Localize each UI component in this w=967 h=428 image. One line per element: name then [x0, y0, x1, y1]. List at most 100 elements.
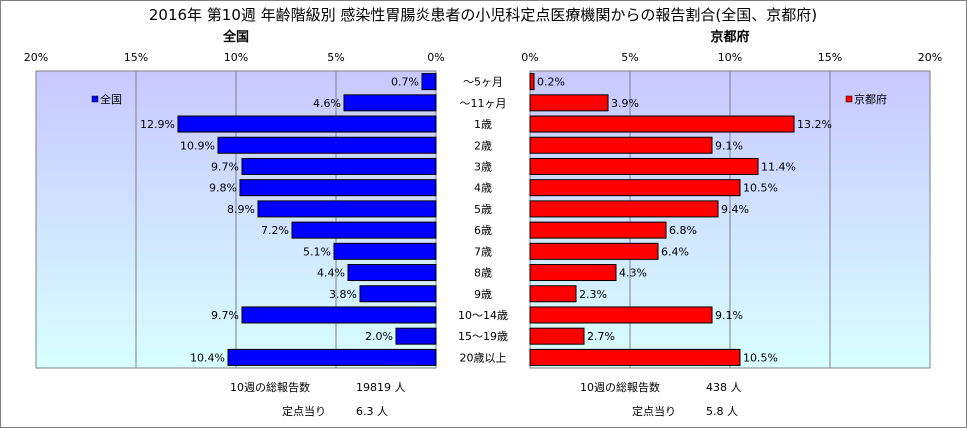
- national-value-label: 9.7%: [211, 309, 239, 322]
- national-per-value: 6.3 人: [356, 405, 388, 418]
- kyoto-chart-title: 京都府: [710, 29, 749, 45]
- kyoto-tick-label: 20%: [918, 51, 942, 64]
- national-total-value: 19819 人: [356, 381, 406, 394]
- kyoto-bar: [529, 179, 741, 197]
- kyoto-total-label: 10週の総報告数: [580, 380, 660, 394]
- national-bar: [343, 94, 437, 112]
- category-label: 5歳: [474, 203, 492, 216]
- kyoto-value-label: 11.4%: [761, 160, 796, 173]
- kyoto-tick-label: 0%: [521, 51, 538, 64]
- kyoto-value-label: 6.8%: [669, 224, 697, 237]
- national-tick-labels: 20% 15% 10% 5% 0%: [24, 51, 445, 64]
- category-label: 7歳: [474, 245, 492, 258]
- category-label: 10～14歳: [458, 309, 508, 322]
- category-label: 2歳: [474, 139, 492, 152]
- national-per-label: 定点当り: [282, 404, 326, 418]
- national-bar: [421, 73, 437, 91]
- category-label: ～5ヶ月: [463, 76, 503, 89]
- kyoto-tick-label: 15%: [818, 51, 842, 64]
- national-legend-label: 全国: [100, 92, 122, 106]
- national-bar: [359, 285, 437, 303]
- kyoto-tick-labels: 0% 5% 10% 15% 20%: [521, 51, 942, 64]
- kyoto-legend-swatch: [845, 95, 853, 103]
- national-bar: [241, 306, 437, 324]
- kyoto-bars: 0.2% 3.9% 13.2% 9.1% 11.4% 10.5% 9.4% 6.8% 6.4% 4…: [529, 73, 832, 366]
- national-tick-label: 0%: [427, 51, 444, 64]
- national-value-label: 10.4%: [190, 351, 225, 364]
- national-tick-label: 20%: [24, 51, 48, 64]
- national-value-label: 2.0%: [365, 330, 393, 343]
- national-value-label: 10.9%: [180, 139, 215, 152]
- category-labels: ～5ヶ月 ～11ヶ月 1歳 2歳 3歳 4歳 5歳 6歳 7歳 8歳 9歳 10～14歳 15～19歳 2…: [458, 76, 508, 365]
- kyoto-bar: [529, 348, 741, 366]
- category-label: ～11ヶ月: [460, 97, 507, 110]
- national-value-label: 5.1%: [303, 245, 331, 258]
- national-bars: 0.7% 4.6% 12.9% 10.9% 9.7% 9.8% 8.9% 7.2% 5.1% 4.…: [140, 73, 437, 366]
- category-label: 1歳: [474, 118, 492, 131]
- kyoto-legend: 京都府: [845, 92, 887, 106]
- kyoto-bar: [529, 157, 759, 175]
- national-value-label: 8.9%: [227, 203, 255, 216]
- kyoto-tick-label: 5%: [621, 51, 638, 64]
- national-bar: [177, 115, 437, 133]
- national-bar: [217, 136, 437, 154]
- national-bar: [333, 242, 437, 260]
- category-label: 15～19歳: [458, 330, 508, 343]
- national-value-label: 4.6%: [313, 97, 341, 110]
- category-label: 8歳: [474, 267, 492, 280]
- kyoto-bar: [529, 242, 659, 260]
- kyoto-bar: [529, 73, 535, 91]
- category-label: 9歳: [474, 288, 492, 301]
- national-legend-swatch: [91, 95, 99, 103]
- national-chart-title: 全国: [222, 29, 249, 45]
- national-value-label: 0.7%: [391, 76, 419, 89]
- kyoto-bar: [529, 264, 617, 282]
- kyoto-bar: [529, 115, 795, 133]
- kyoto-per-label: 定点当り: [632, 404, 676, 418]
- kyoto-total-value: 438 人: [706, 381, 742, 394]
- footer: 10週の総報告数 19819 人 定点当り 6.3 人 10週の総報告数 438…: [230, 380, 742, 418]
- national-legend: 全国: [91, 92, 122, 106]
- category-label: 3歳: [474, 160, 492, 173]
- national-bar: [241, 157, 437, 175]
- national-value-label: 9.8%: [209, 182, 237, 195]
- kyoto-bar: [529, 285, 577, 303]
- national-bar: [291, 221, 437, 239]
- category-label: 4歳: [474, 182, 492, 195]
- kyoto-legend-label: 京都府: [854, 92, 887, 106]
- kyoto-value-label: 6.4%: [661, 245, 689, 258]
- national-value-label: 12.9%: [140, 118, 175, 131]
- kyoto-bar: [529, 136, 713, 154]
- kyoto-bar: [529, 200, 719, 218]
- kyoto-value-label: 0.2%: [537, 76, 565, 89]
- category-label: 6歳: [474, 224, 492, 237]
- national-value-label: 4.4%: [317, 267, 345, 280]
- national-tick-label: 10%: [224, 51, 248, 64]
- national-bar: [347, 264, 437, 282]
- kyoto-value-label: 2.3%: [579, 288, 607, 301]
- national-tick-label: 5%: [327, 51, 344, 64]
- national-bar: [227, 348, 437, 366]
- national-bar: [395, 327, 437, 345]
- national-bar: [239, 179, 437, 197]
- kyoto-per-value: 5.8 人: [706, 405, 738, 418]
- national-value-label: 9.7%: [211, 160, 239, 173]
- chart-title: 2016年 第10週 年齢階級別 感染性胃腸炎患者の小児科定点医療機関からの報告…: [149, 6, 817, 24]
- kyoto-value-label: 9.4%: [721, 203, 749, 216]
- national-total-label: 10週の総報告数: [230, 380, 310, 394]
- kyoto-value-label: 3.9%: [611, 97, 639, 110]
- kyoto-bar: [529, 327, 585, 345]
- kyoto-value-label: 9.1%: [715, 309, 743, 322]
- kyoto-value-label: 4.3%: [619, 267, 647, 280]
- kyoto-value-label: 2.7%: [587, 330, 615, 343]
- national-value-label: 3.8%: [329, 288, 357, 301]
- national-tick-label: 15%: [124, 51, 148, 64]
- national-value-label: 7.2%: [261, 224, 289, 237]
- kyoto-tick-label: 10%: [718, 51, 742, 64]
- category-label: 20歳以上: [460, 351, 507, 364]
- kyoto-value-label: 10.5%: [743, 351, 778, 364]
- kyoto-value-label: 13.2%: [797, 118, 832, 131]
- kyoto-bar: [529, 94, 609, 112]
